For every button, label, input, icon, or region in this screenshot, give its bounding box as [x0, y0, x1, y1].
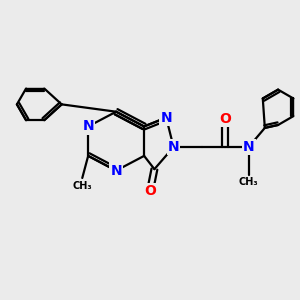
Text: O: O: [144, 184, 156, 198]
Text: N: N: [160, 111, 172, 124]
Text: CH₃: CH₃: [73, 181, 92, 191]
Text: O: O: [219, 112, 231, 126]
Text: CH₃: CH₃: [239, 177, 259, 188]
Text: N: N: [82, 119, 94, 134]
Text: N: N: [243, 140, 254, 154]
Text: N: N: [168, 140, 179, 154]
Text: N: N: [110, 164, 122, 178]
